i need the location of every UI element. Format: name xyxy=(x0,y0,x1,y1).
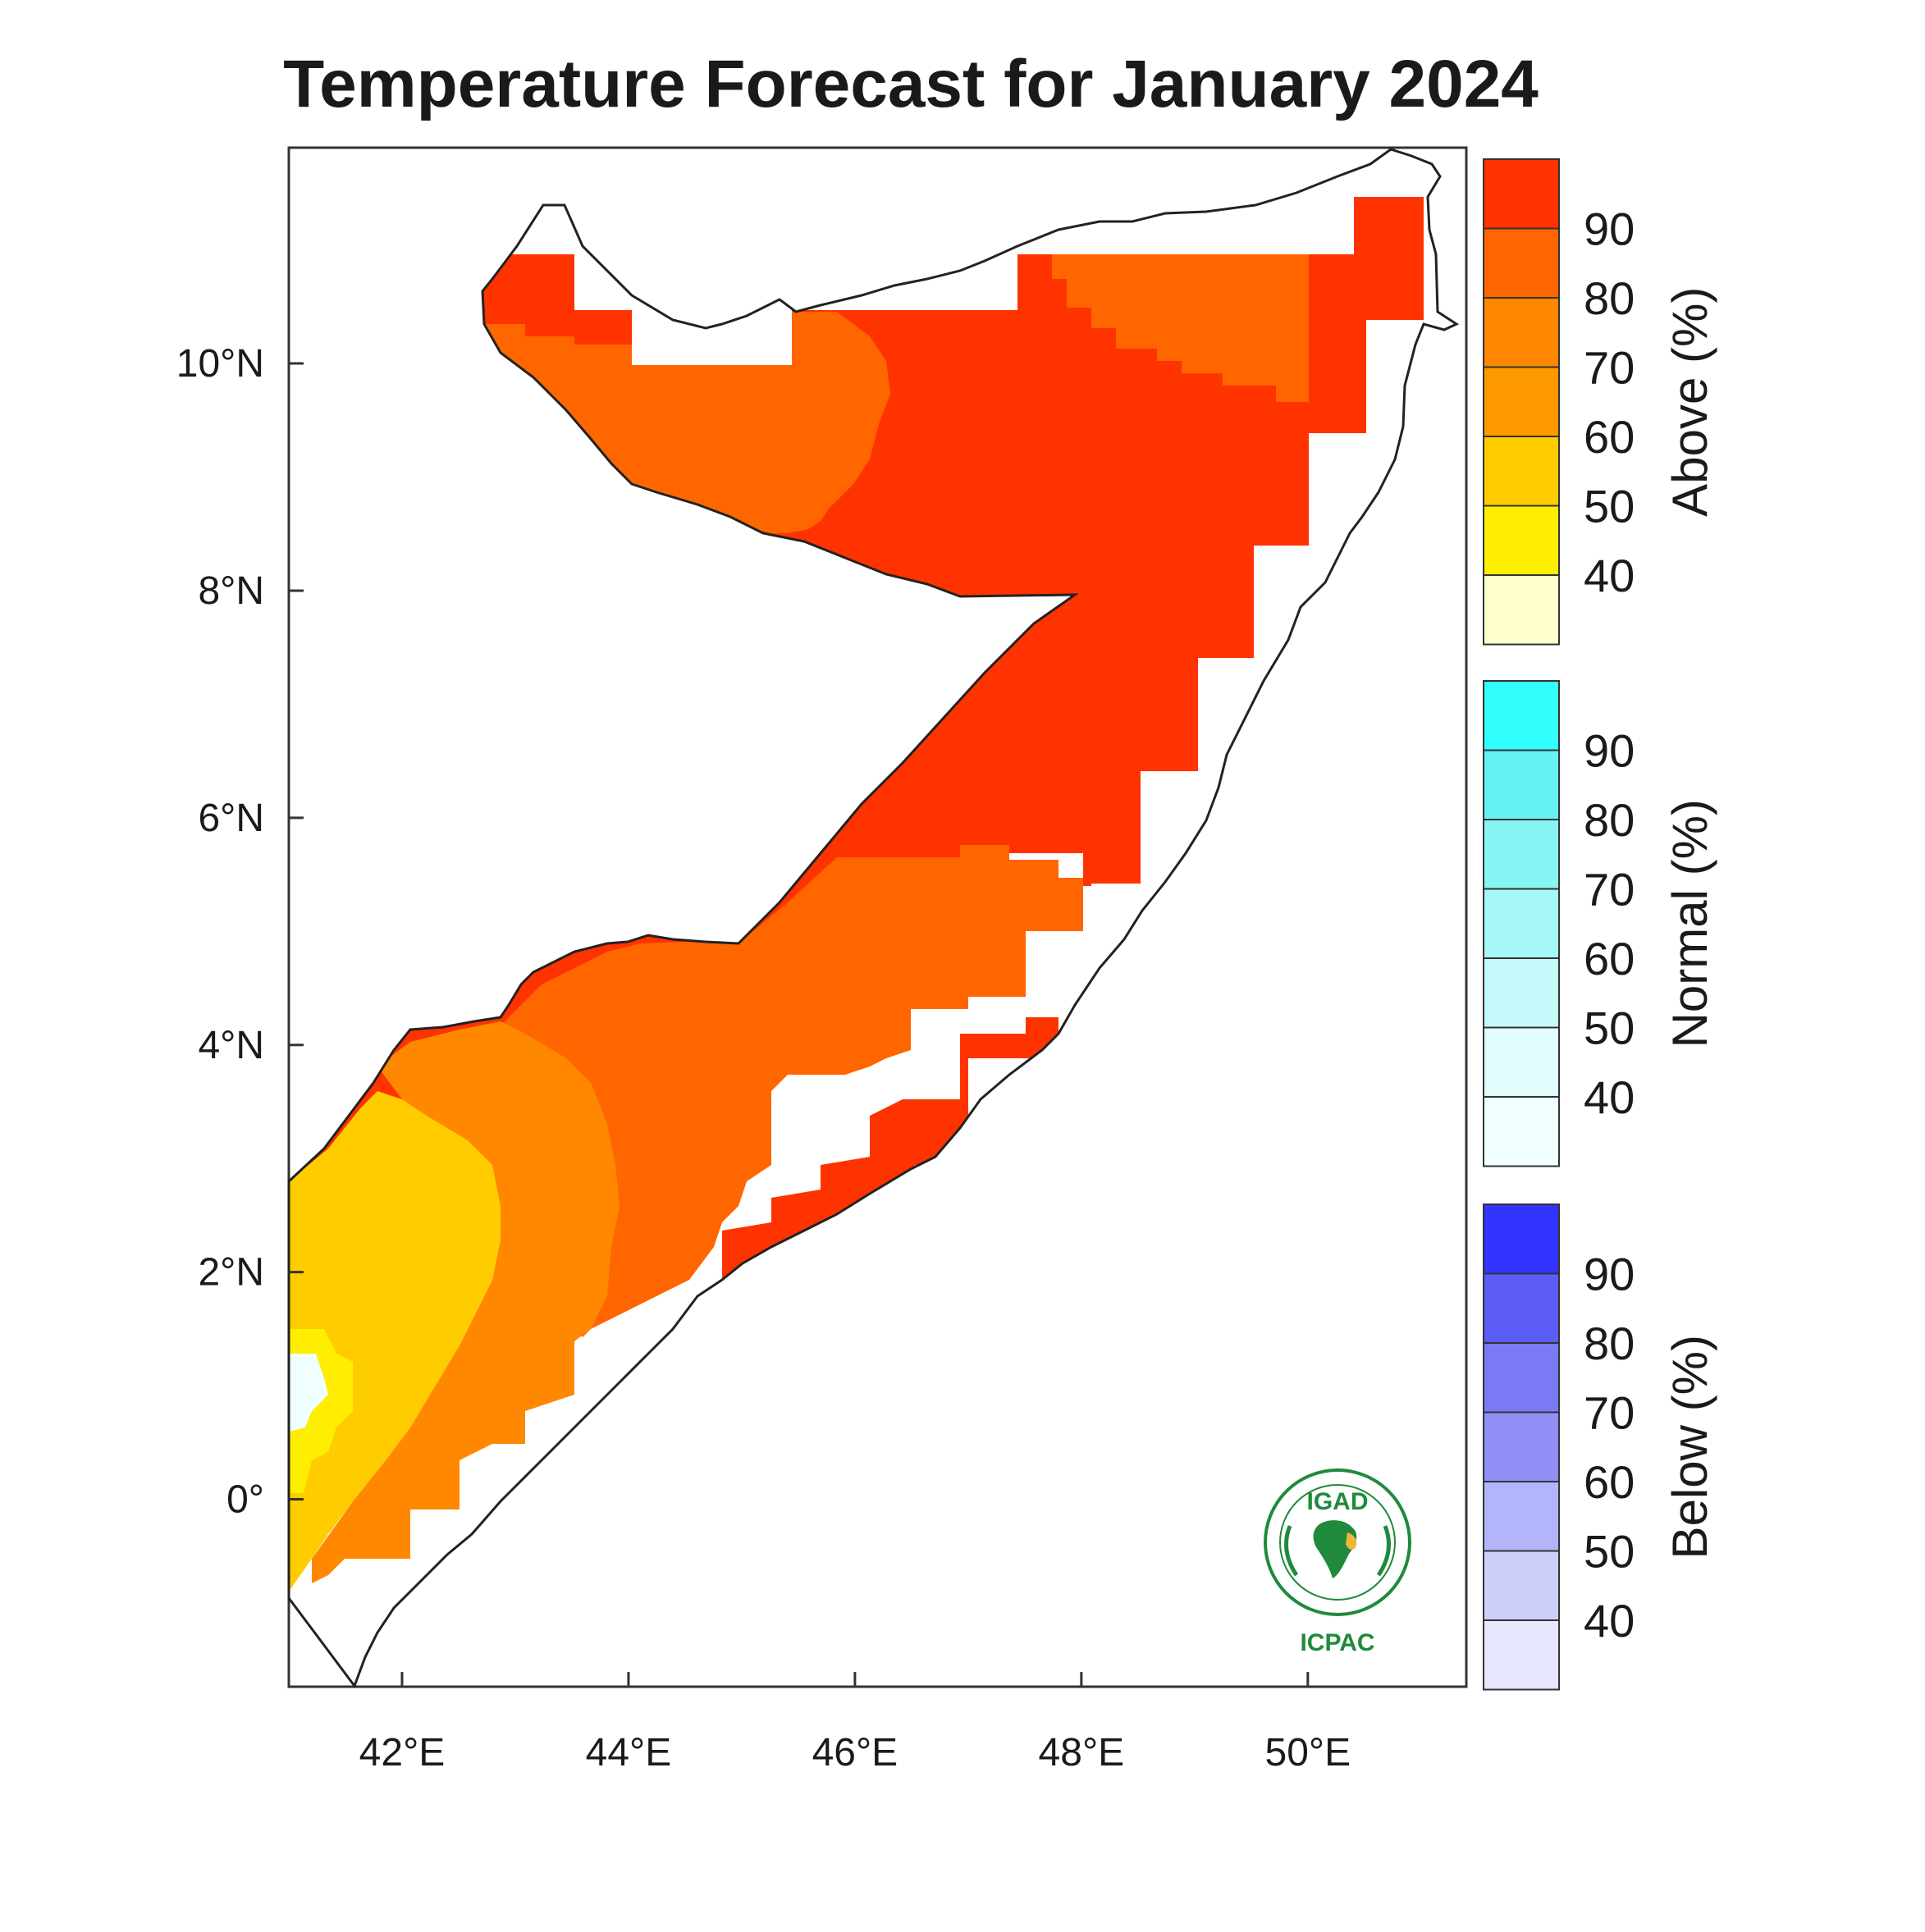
legend-color-swatch xyxy=(1483,574,1560,646)
legend-color-swatch xyxy=(1483,819,1560,890)
legend-color-swatch xyxy=(1483,366,1560,437)
legend-tick-label: 50 xyxy=(1584,1526,1635,1578)
lon-tick-label: 46°E xyxy=(812,1731,898,1774)
lat-tick-label: 2°N xyxy=(198,1251,264,1295)
logo-icpac-text: ICPAC xyxy=(1300,1629,1374,1656)
laurel-left-icon xyxy=(1284,1525,1299,1577)
above-80-region-north-east xyxy=(1052,254,1309,402)
lat-tick-label: 4°N xyxy=(198,1024,264,1067)
lon-tick-label: 42°E xyxy=(359,1731,446,1774)
lat-tick-label: 6°N xyxy=(198,797,264,840)
legend-tick-label: 40 xyxy=(1584,1595,1635,1647)
legend-color-swatch xyxy=(1483,1481,1560,1552)
legend-tick-label: 60 xyxy=(1584,411,1635,463)
legend-tick-label: 40 xyxy=(1584,1071,1635,1123)
legend-tick-label: 50 xyxy=(1584,481,1635,532)
legend-color-swatch xyxy=(1483,1096,1560,1167)
legend-color-swatch xyxy=(1483,749,1560,820)
legend-title: Below (%) xyxy=(1662,1335,1717,1559)
legend-color-swatch xyxy=(1483,1550,1560,1621)
legend-color-swatch xyxy=(1483,1026,1560,1098)
legend-tick-label: 70 xyxy=(1584,864,1635,916)
igad-region-highlight-icon xyxy=(1346,1532,1357,1550)
normal-40-region xyxy=(289,1354,328,1432)
legend-color-swatch xyxy=(1483,680,1560,751)
legend-tick-label: 80 xyxy=(1584,272,1635,324)
lon-tick-label: 48°E xyxy=(1039,1731,1125,1774)
legend-color-swatch xyxy=(1483,1272,1560,1344)
laurel-right-icon xyxy=(1376,1525,1391,1577)
legend-title: Above (%) xyxy=(1662,287,1717,517)
legend-tick-label: 60 xyxy=(1584,1456,1635,1508)
legend-tick-label: 60 xyxy=(1584,933,1635,984)
legend-color-swatch xyxy=(1483,297,1560,368)
lon-axis: 42°E 44°E 46°E 48°E 50°E xyxy=(359,1672,1351,1774)
legend-tick-label: 70 xyxy=(1584,1387,1635,1439)
legend-tick-label: 80 xyxy=(1584,794,1635,846)
legend-color-swatch xyxy=(1483,505,1560,576)
legend-tick-label: 70 xyxy=(1584,342,1635,394)
legend-tick-label: 90 xyxy=(1584,725,1635,777)
legend-tick-label: 80 xyxy=(1584,1318,1635,1369)
legend-color-swatch xyxy=(1483,1619,1560,1691)
lat-tick-label: 0° xyxy=(226,1478,264,1522)
legend-tick-label: 90 xyxy=(1584,1249,1635,1300)
legend-color-swatch xyxy=(1483,957,1560,1029)
lon-tick-label: 44°E xyxy=(586,1731,672,1774)
above-80-region-north-west xyxy=(484,312,890,533)
africa-map-icon xyxy=(1313,1520,1357,1578)
legend-color-swatch xyxy=(1483,436,1560,507)
legend-color-swatch xyxy=(1483,1342,1560,1414)
above-60-region xyxy=(289,1091,501,1592)
igad-icpac-logo: IGAD ICPAC xyxy=(1264,1468,1411,1656)
lat-tick-label: 10°N xyxy=(176,342,264,386)
legend-tick-label: 50 xyxy=(1584,1003,1635,1054)
lat-axis: 10°N 8°N 6°N 4°N 2°N 0° xyxy=(176,342,304,1522)
legend-tick-label: 40 xyxy=(1584,550,1635,601)
legend-color-swatch xyxy=(1483,1204,1560,1275)
above-70-region xyxy=(312,1021,620,1583)
legend-above: 90 80 70 60 50 40 Above (%) xyxy=(1483,158,1717,646)
lon-tick-label: 50°E xyxy=(1265,1731,1351,1774)
legend-color-swatch xyxy=(1483,227,1560,299)
legend-tick-label: 90 xyxy=(1584,203,1635,255)
legend-title: Normal (%) xyxy=(1662,799,1717,1048)
lat-tick-label: 8°N xyxy=(198,569,264,613)
legend-color-swatch xyxy=(1483,888,1560,959)
country-outline xyxy=(287,148,1460,1689)
legend-normal: 90 80 70 60 50 40 Normal (%) xyxy=(1483,680,1717,1167)
legend-color-swatch xyxy=(1483,158,1560,230)
legend-below: 90 80 70 60 50 40 Below (%) xyxy=(1483,1204,1717,1691)
logo-igad-text: IGAD xyxy=(1307,1488,1369,1515)
map-title: Temperature Forecast for January 2024 xyxy=(283,47,1539,121)
legend-color-swatch xyxy=(1483,1411,1560,1482)
